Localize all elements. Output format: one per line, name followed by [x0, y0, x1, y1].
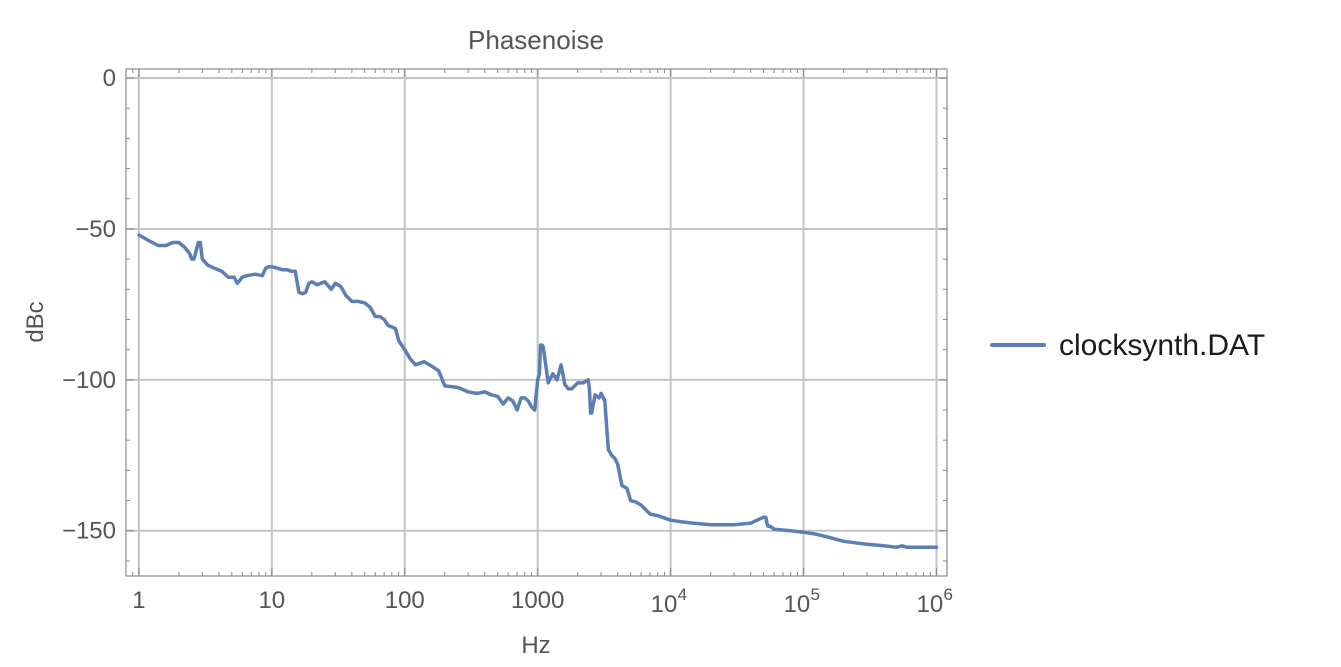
x-tick-exponent: 6: [943, 585, 952, 604]
x-tick-label: 10: [258, 587, 285, 614]
x-tick-exponent: 5: [811, 585, 820, 604]
y-tick-label: 0: [103, 65, 116, 92]
x-tick-label: 10: [784, 591, 811, 618]
x-tick-label: 10: [651, 591, 678, 618]
plot-frame: [125, 68, 948, 577]
y-tick-label: −50: [75, 216, 116, 243]
x-tick-labels: 1 10 100 1000 10 4 10 5 10 6: [132, 585, 953, 618]
chart-title: Phasenoise: [468, 25, 604, 55]
x-tick-label: 100: [385, 587, 425, 614]
y-tick-labels: 0 −50 −100 −150: [62, 65, 116, 545]
legend: clocksynth.DAT: [990, 329, 1265, 362]
y-tick-label: −150: [62, 518, 116, 545]
y-axis-label: dBc: [22, 301, 49, 342]
legend-label: clocksynth.DAT: [1059, 329, 1265, 362]
x-tick-exponent: 4: [678, 585, 687, 604]
x-tick-label: 1000: [511, 587, 564, 614]
y-tick-label: −100: [62, 367, 116, 394]
grid: [126, 69, 947, 576]
x-axis-label: Hz: [521, 632, 550, 659]
minor-ticks: [125, 69, 947, 576]
series-line: [137, 233, 939, 550]
series-layer: [137, 233, 939, 550]
x-tick-label: 1: [132, 587, 145, 614]
x-tick-label: 10: [916, 591, 943, 618]
